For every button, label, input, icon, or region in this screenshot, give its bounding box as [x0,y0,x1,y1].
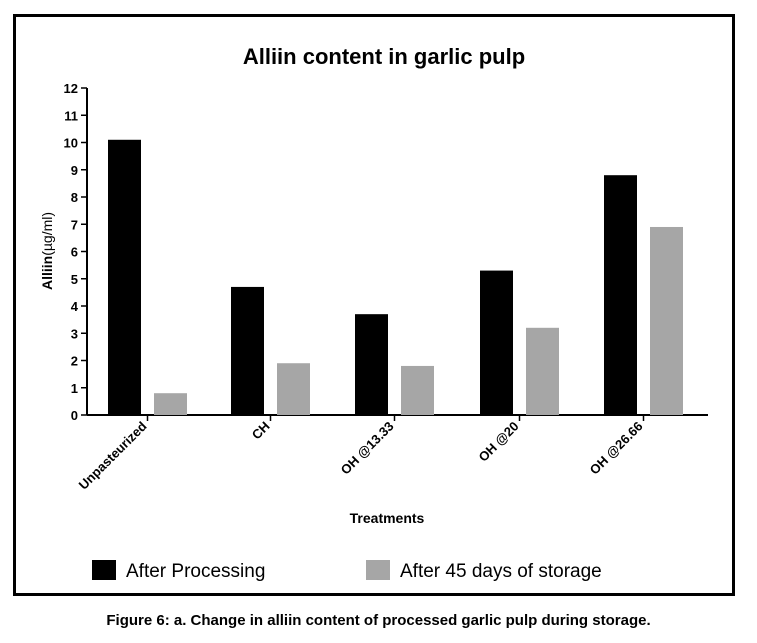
y-tick-label: 0 [71,408,78,423]
legend-label: After 45 days of storage [400,561,602,582]
legend-swatch [366,560,390,580]
y-axis-label: Alliin(µg/ml) [39,212,55,290]
bar-after-storage [277,363,310,415]
y-tick-label: 10 [64,136,78,151]
y-tick-label: 6 [71,245,78,260]
bar-after-processing [355,314,388,415]
x-tick-label: OH @26.66 [587,419,646,478]
y-tick-label: 3 [71,326,78,341]
y-tick-label: 8 [71,190,78,205]
x-tick-label: OH @13.33 [338,419,397,478]
y-tick-label: 2 [71,354,78,369]
bar-after-processing [231,286,264,415]
y-tick-label: 1 [71,381,78,396]
bar-after-storage [154,393,187,415]
y-tick-label: 12 [64,81,78,96]
legend-swatch [92,560,116,580]
y-axis-label-main: Alliin [39,256,55,290]
bar-after-storage [401,365,434,415]
x-tick-label: Unpasteurized [76,418,150,492]
y-tick-label: 7 [71,217,78,232]
bar-after-processing [108,139,141,415]
x-axis-label: Treatments [350,510,425,526]
bar-after-processing [604,175,637,415]
legend-label: After Processing [126,561,265,582]
bar-after-storage [650,226,683,415]
x-tick-label: CH [249,419,273,443]
y-tick-label: 9 [71,163,78,178]
y-axis-label-unit: (µg/ml) [39,212,55,256]
bar-after-storage [526,327,559,415]
bar-after-processing [480,270,513,415]
x-tick-label: OH @20 [475,419,521,465]
figure-caption: Figure 6: a. Change in alliin content of… [106,612,651,629]
y-tick-label: 4 [71,299,79,314]
legend: After Processing After 45 days of storage [92,560,602,582]
chart-title: Alliin content in garlic pulp [243,44,525,69]
y-tick-label: 11 [64,108,78,123]
y-tick-label: 5 [71,272,78,287]
